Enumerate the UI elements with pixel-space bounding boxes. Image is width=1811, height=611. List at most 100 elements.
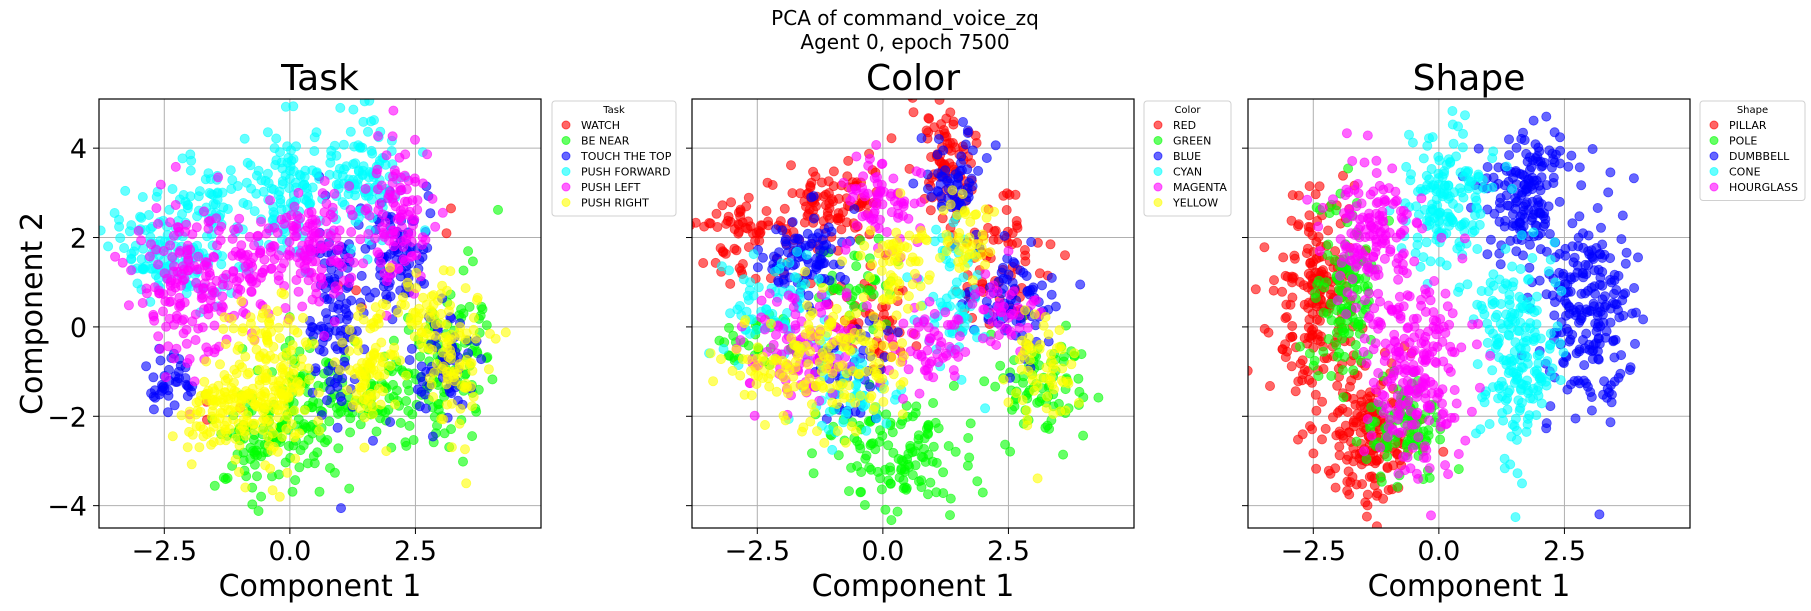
data-point	[149, 315, 160, 326]
data-point	[273, 250, 284, 261]
data-point	[1587, 143, 1598, 154]
data-point	[1376, 476, 1387, 487]
data-point	[897, 409, 908, 420]
data-point	[1434, 218, 1445, 229]
data-point	[1029, 309, 1040, 320]
data-point	[1511, 197, 1522, 208]
data-point	[374, 198, 385, 209]
data-point	[1431, 183, 1442, 194]
data-point	[1046, 272, 1057, 283]
data-point	[1339, 351, 1350, 362]
data-point	[839, 316, 850, 327]
data-point	[1293, 221, 1304, 232]
data-point	[940, 307, 951, 318]
data-point	[404, 420, 415, 431]
data-point	[332, 245, 343, 256]
data-point	[445, 203, 456, 214]
data-point	[971, 209, 982, 220]
data-point	[335, 102, 346, 113]
data-point	[303, 434, 314, 445]
data-point	[296, 361, 307, 372]
data-point	[304, 374, 315, 385]
data-point	[738, 274, 749, 285]
data-point	[273, 322, 284, 333]
data-point	[1502, 200, 1513, 211]
data-point	[1453, 203, 1464, 214]
data-point	[1584, 344, 1595, 355]
data-point	[737, 354, 748, 365]
data-point	[320, 241, 331, 252]
data-point	[242, 199, 253, 210]
data-point	[928, 397, 939, 408]
data-point	[822, 342, 833, 353]
data-point	[183, 200, 194, 211]
data-point	[441, 379, 452, 390]
data-point	[1494, 216, 1505, 227]
data-point	[1317, 396, 1328, 407]
data-point	[446, 442, 457, 453]
data-point	[879, 383, 890, 394]
data-point	[286, 419, 297, 430]
data-point	[833, 361, 844, 372]
data-point	[845, 345, 856, 356]
data-point	[1447, 215, 1458, 226]
data-point	[938, 205, 949, 216]
data-point	[761, 205, 772, 216]
data-point	[375, 257, 386, 268]
data-point	[141, 288, 152, 299]
data-point	[725, 278, 736, 289]
data-point	[317, 188, 328, 199]
data-point	[278, 360, 289, 371]
data-point	[214, 359, 225, 370]
data-point	[299, 260, 310, 271]
data-point	[228, 265, 239, 276]
data-point	[1579, 360, 1590, 371]
data-point	[711, 208, 722, 219]
data-point	[442, 342, 453, 353]
data-point	[990, 381, 1001, 392]
data-point	[819, 351, 830, 362]
data-point	[868, 311, 879, 322]
data-point	[1423, 425, 1434, 436]
data-point	[387, 225, 398, 236]
data-point	[788, 371, 799, 382]
data-point	[359, 442, 370, 453]
data-point	[255, 216, 266, 227]
data-point	[425, 312, 436, 323]
data-point	[1351, 436, 1362, 447]
data-point	[1046, 370, 1057, 381]
data-point	[110, 251, 121, 262]
data-point	[1633, 252, 1644, 263]
data-point	[356, 357, 367, 368]
data-point	[923, 183, 934, 194]
data-point	[427, 344, 438, 355]
data-point	[445, 353, 456, 364]
data-point	[725, 308, 736, 319]
data-point	[295, 445, 306, 456]
data-point	[1453, 464, 1464, 475]
data-point	[931, 487, 942, 498]
data-point	[852, 461, 863, 472]
data-point	[144, 251, 155, 262]
data-point	[249, 399, 260, 410]
data-point	[199, 376, 210, 387]
data-point	[244, 367, 255, 378]
data-point	[820, 299, 831, 310]
data-point	[120, 185, 131, 196]
data-point	[1422, 215, 1433, 226]
data-point	[941, 113, 952, 124]
legend-marker	[1153, 182, 1163, 192]
data-point	[325, 230, 336, 241]
data-point	[1032, 473, 1043, 484]
data-point	[1527, 172, 1538, 183]
data-point	[264, 195, 275, 206]
data-point	[835, 332, 846, 343]
data-point	[910, 256, 921, 267]
data-point	[805, 416, 816, 427]
data-point	[874, 373, 885, 384]
data-point	[762, 177, 773, 188]
data-point	[286, 355, 297, 366]
data-point	[857, 335, 868, 346]
data-point	[1620, 288, 1631, 299]
